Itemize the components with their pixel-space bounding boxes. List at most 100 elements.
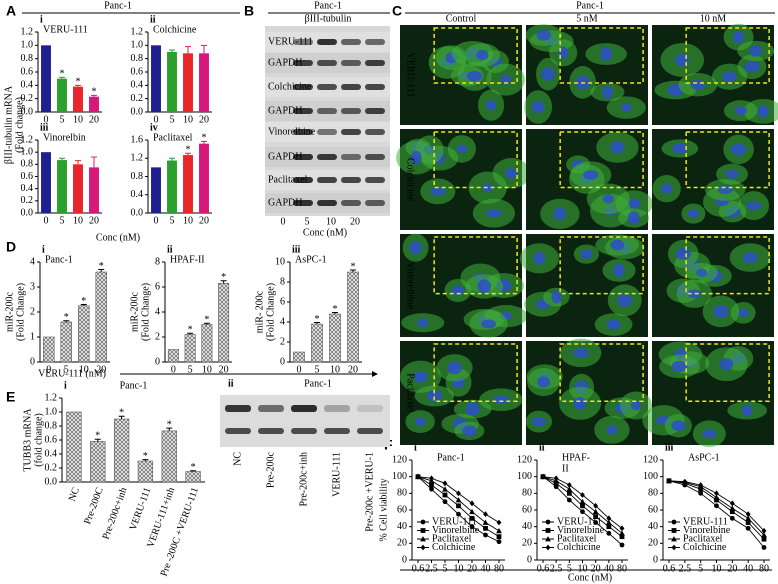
- data-point: [761, 536, 767, 542]
- blot-header: Panc-1: [314, 0, 342, 11]
- blot-band: [357, 405, 383, 412]
- blot-band: [341, 177, 361, 183]
- blot-lane-label: 0: [281, 216, 286, 227]
- y-axis-label: TUBB3 mRNA: [22, 408, 33, 472]
- bar: [78, 305, 90, 363]
- significance-mark: *: [351, 261, 356, 272]
- legend-marker: [420, 528, 426, 533]
- blot-row-label: GAPDH: [268, 151, 302, 162]
- nucleus: [466, 71, 483, 82]
- blot-panel: ii Panc-1 NC Pre-200c Pre-200c+inh VERU-111 Pr…: [220, 378, 390, 532]
- data-point: [606, 524, 612, 530]
- chart-title: Panc-1: [120, 380, 148, 391]
- x-tick-label: 0: [171, 364, 176, 375]
- y-tick-label: 1.2: [45, 392, 58, 403]
- error-bar: [142, 459, 149, 461]
- blot-band: [365, 177, 385, 183]
- data-point: [455, 497, 462, 503]
- x-tick-label: 20: [467, 563, 477, 574]
- bar: [199, 143, 209, 213]
- blot-band: [365, 60, 385, 66]
- bar: [95, 271, 107, 363]
- y-tick-label: 0.4: [131, 80, 144, 91]
- data-point: [456, 511, 461, 517]
- nucleus: [465, 402, 480, 417]
- nucleus: [482, 183, 493, 193]
- blot-band: [317, 154, 337, 160]
- y-tick-label: 0.6: [21, 66, 34, 77]
- error-bar: [185, 46, 191, 54]
- y-tick-label: 0: [653, 554, 658, 565]
- nucleus: [413, 371, 428, 383]
- y-tick-label: 4: [155, 306, 160, 317]
- data-point: [745, 525, 751, 531]
- chart-sublabel: i: [40, 14, 43, 25]
- data-point: [745, 511, 751, 518]
- chart: 0 20 40 60 80 100 120 i Panc-1 % Cell viability 0.…: [378, 442, 505, 574]
- y-tick-label: 1.2: [131, 26, 144, 37]
- x-tick-label: 20: [591, 563, 601, 574]
- x-tick-label: Pre-200c+inh: [101, 486, 130, 541]
- nucleus: [687, 209, 700, 218]
- data-point: [456, 503, 461, 509]
- nucleus: [617, 293, 633, 307]
- significance-mark: *: [60, 69, 65, 80]
- y-tick-label: 0: [30, 356, 35, 367]
- y-tick-label: 1.0: [131, 40, 144, 51]
- x-tick-label: 5: [567, 563, 572, 574]
- bar: [161, 430, 177, 483]
- error-bar: [118, 415, 125, 419]
- x-tick-label: 80: [617, 563, 627, 574]
- y-tick-label: 40: [522, 521, 532, 532]
- nucleus: [531, 100, 545, 114]
- chart-group: 0.00.20.40.60.81.01.2iVERU-1110*5*10*200…: [4, 14, 770, 578]
- x-tick-label: 5: [60, 114, 65, 125]
- nucleus: [732, 30, 745, 44]
- data-point: [619, 525, 625, 532]
- significance-mark: *: [119, 407, 124, 418]
- bar: [183, 53, 193, 112]
- x-tick-label: 10: [578, 563, 588, 574]
- data-point: [714, 503, 719, 509]
- data-point: [761, 527, 767, 534]
- x-tick-label: VERU-111: [128, 486, 154, 532]
- legend-label: Colchicine: [557, 542, 601, 553]
- panel-letter: D: [6, 239, 16, 255]
- legend-label: Colchicine: [432, 542, 476, 553]
- blot-band: [293, 154, 313, 160]
- y-tick-label: 0.8: [21, 159, 34, 170]
- x-tick-label: 20: [96, 364, 106, 375]
- data-point: [566, 490, 572, 496]
- x-tick-label: 10: [183, 215, 193, 226]
- legend-marker: [545, 544, 551, 551]
- blot-band: [293, 200, 313, 206]
- nucleus: [702, 429, 717, 439]
- nucleus: [730, 143, 747, 156]
- y-tick-label: 120: [392, 454, 407, 465]
- y-tick-label: 120: [643, 454, 658, 465]
- nucleus: [580, 249, 593, 260]
- legend-marker: [671, 528, 677, 533]
- x-tick-label: 5: [315, 364, 320, 375]
- y-tick-label: 4: [30, 256, 35, 267]
- data-point: [593, 514, 599, 520]
- data-point: [714, 497, 719, 503]
- nucleus: [671, 420, 686, 431]
- y-tick-label: 40: [397, 521, 407, 532]
- blot-band: [365, 39, 385, 45]
- significance-mark: *: [333, 304, 338, 315]
- nucleus: [410, 150, 422, 165]
- y-tick-label: 4: [280, 316, 285, 327]
- y-tick-label: 0.0: [21, 207, 34, 218]
- column-label: Control: [446, 13, 477, 24]
- legend-marker: [420, 519, 426, 525]
- bar: [41, 152, 51, 213]
- data-point: [698, 482, 704, 488]
- error-bar: [190, 470, 197, 472]
- y-axis-label: % Cell viability: [378, 478, 389, 541]
- chart-sublabel: i: [64, 380, 67, 391]
- y-tick-label: 0.8: [131, 53, 144, 64]
- x-tick-label: 20: [199, 114, 209, 125]
- data-point: [619, 530, 625, 536]
- nucleus: [719, 358, 734, 371]
